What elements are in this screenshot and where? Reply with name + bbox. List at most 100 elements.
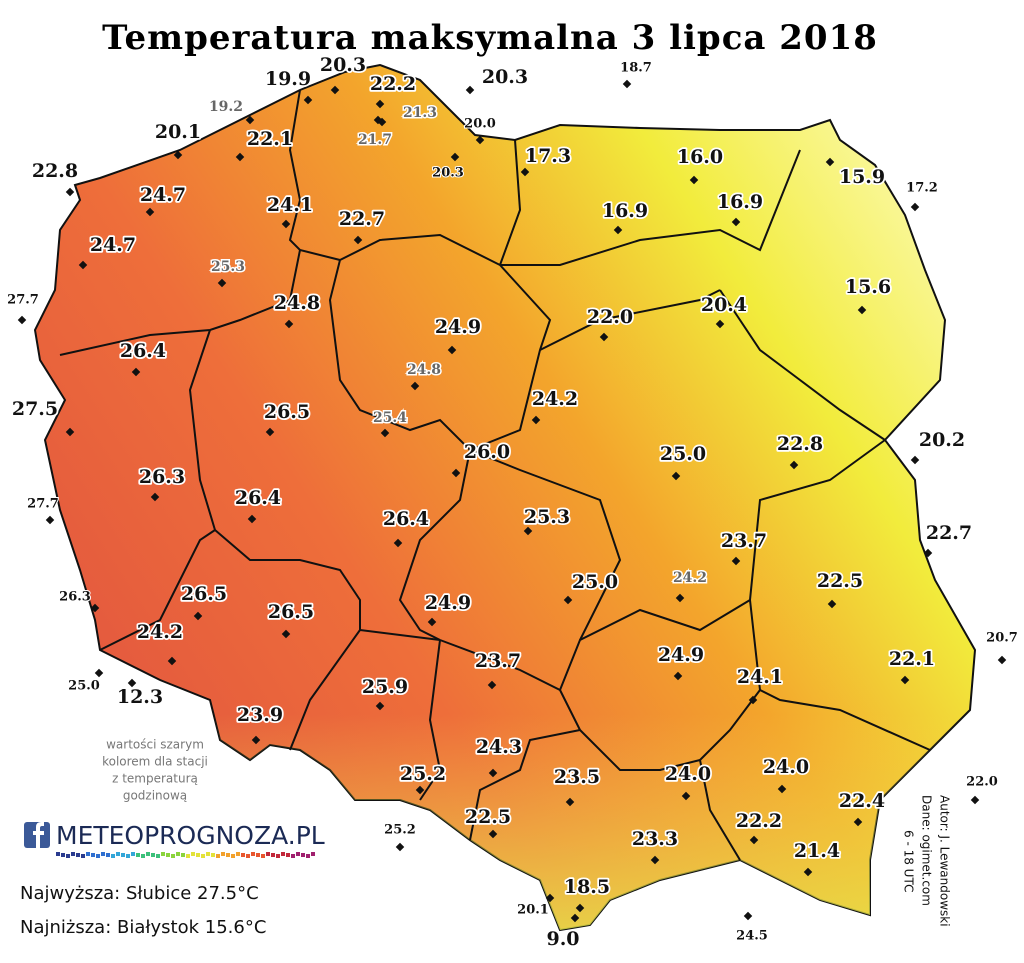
station-value: 20.0 bbox=[464, 117, 496, 132]
station-dot bbox=[671, 471, 681, 481]
station-dot bbox=[373, 115, 383, 125]
logo-pixel bbox=[131, 852, 135, 856]
station-value: 15.6 bbox=[845, 276, 891, 298]
logo-pixel bbox=[241, 853, 245, 857]
station-value: 26.3 bbox=[139, 466, 185, 488]
station-value: 22.8 bbox=[777, 433, 823, 455]
station-dot bbox=[235, 152, 245, 162]
station-value: 26.0 bbox=[464, 441, 510, 463]
station-dot bbox=[853, 817, 863, 827]
station-value: 18.7 bbox=[620, 61, 652, 76]
station-dot bbox=[575, 903, 585, 913]
logo-pixel bbox=[96, 854, 100, 858]
region-borders bbox=[59, 89, 931, 861]
station-dot bbox=[827, 599, 837, 609]
logo-pixel bbox=[91, 853, 95, 857]
station-value: 24.1 bbox=[267, 194, 313, 216]
logo-pixel bbox=[231, 854, 235, 858]
station-value: 12.3 bbox=[117, 686, 163, 708]
station-dot bbox=[284, 319, 294, 329]
logo-pixel bbox=[116, 852, 120, 856]
station-dot bbox=[65, 187, 75, 197]
station-dot bbox=[923, 548, 933, 558]
logo-pixel bbox=[151, 853, 155, 857]
logo-pixel bbox=[261, 854, 265, 858]
note-line: z temperaturą bbox=[112, 772, 198, 786]
station-value: 19.2 bbox=[209, 99, 243, 115]
station-value: 26.5 bbox=[181, 583, 227, 605]
station-dot bbox=[303, 95, 313, 105]
logo-pixel bbox=[136, 853, 140, 857]
station-value: 21.4 bbox=[794, 840, 840, 862]
logo-pixel bbox=[311, 852, 315, 856]
station-value: 20.1 bbox=[155, 121, 201, 143]
logo-pixel bbox=[141, 854, 145, 858]
station-value: 22.0 bbox=[587, 306, 633, 328]
station-dot bbox=[731, 556, 741, 566]
station-dot bbox=[563, 595, 573, 605]
station-value: 24.7 bbox=[140, 184, 186, 206]
station-value: 22.4 bbox=[839, 790, 885, 812]
station-value: 20.3 bbox=[482, 66, 528, 88]
note-line: godzinową bbox=[123, 789, 187, 803]
station-dot bbox=[145, 207, 155, 217]
logo-pixel bbox=[126, 854, 130, 858]
station-value: 26.4 bbox=[235, 487, 281, 509]
station-value: 22.5 bbox=[817, 570, 863, 592]
station-dot bbox=[803, 867, 813, 877]
station-value: 25.0 bbox=[660, 443, 706, 465]
logo-pixel bbox=[101, 852, 105, 856]
station-value: 22.2 bbox=[370, 73, 416, 95]
station-dot bbox=[17, 315, 27, 325]
logo-pixel bbox=[271, 853, 275, 857]
station-dot bbox=[375, 701, 385, 711]
station-dot bbox=[415, 785, 425, 795]
logo-pixel bbox=[236, 852, 240, 856]
station-dot bbox=[650, 855, 660, 865]
station-dot bbox=[173, 150, 183, 160]
station-dot bbox=[673, 671, 683, 681]
station-value: 25.4 bbox=[373, 410, 407, 426]
station-dot bbox=[743, 911, 753, 921]
logo-pixel bbox=[196, 853, 200, 857]
logo-pixel bbox=[246, 854, 250, 858]
station-value: 21.7 bbox=[358, 132, 392, 148]
station-dot bbox=[281, 629, 291, 639]
logo-pixel bbox=[291, 854, 295, 858]
logo-pixel bbox=[251, 852, 255, 856]
station-value: 22.5 bbox=[465, 806, 511, 828]
station-value: 22.1 bbox=[247, 128, 293, 150]
logo: METEOPROGNOZA.PL bbox=[24, 821, 325, 858]
logo-pixel bbox=[301, 853, 305, 857]
logo-pixel bbox=[206, 852, 210, 856]
logo-pixel bbox=[186, 854, 190, 858]
station-value: 22.7 bbox=[339, 208, 385, 230]
logo-bar bbox=[56, 852, 315, 858]
station-dot bbox=[410, 381, 420, 391]
station-dot bbox=[395, 842, 405, 852]
logo-pixel bbox=[306, 854, 310, 858]
station-value: 23.7 bbox=[721, 530, 767, 552]
station-value: 20.3 bbox=[320, 54, 366, 76]
station-dot bbox=[488, 768, 498, 778]
logo-pixel bbox=[86, 852, 90, 856]
station-dot bbox=[487, 680, 497, 690]
station-value: 27.5 bbox=[12, 398, 58, 420]
station-value: 20.7 bbox=[986, 631, 1018, 646]
station-dot bbox=[777, 784, 787, 794]
station-value: 22.1 bbox=[889, 648, 935, 670]
station-value: 23.3 bbox=[632, 828, 678, 850]
station-value: 25.3 bbox=[211, 259, 245, 275]
logo-pixel bbox=[226, 853, 230, 857]
station-value: 20.2 bbox=[919, 429, 965, 451]
logo-pixel bbox=[166, 853, 170, 857]
station-value: 24.5 bbox=[736, 929, 768, 944]
station-value: 26.4 bbox=[120, 340, 166, 362]
station-dot bbox=[450, 152, 460, 162]
logo-pixel bbox=[296, 852, 300, 856]
station-value: 22.0 bbox=[966, 775, 998, 790]
station-value: 16.9 bbox=[717, 191, 763, 213]
station-value: 20.1 bbox=[517, 903, 549, 918]
logo-pixel bbox=[191, 852, 195, 856]
